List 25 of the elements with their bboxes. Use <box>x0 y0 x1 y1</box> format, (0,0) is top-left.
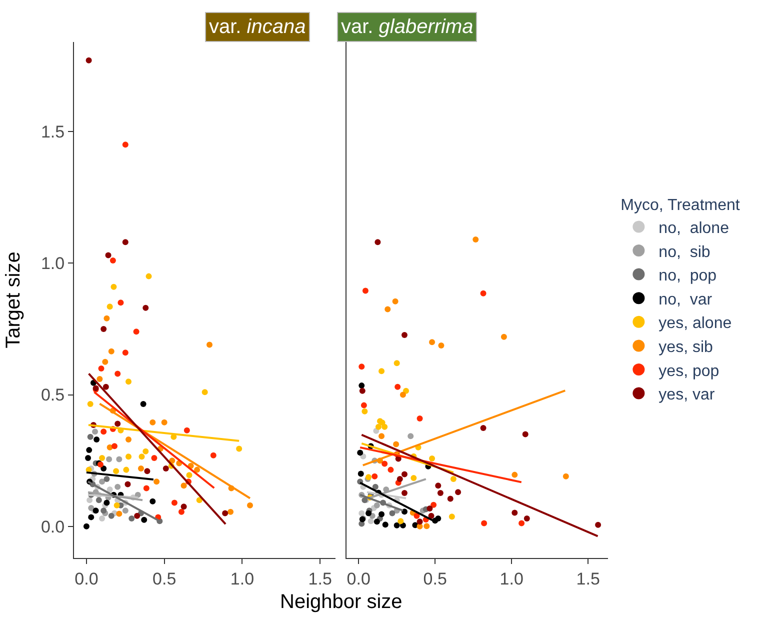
legend-label: yes, pop <box>658 362 720 380</box>
legend-label: no, sib <box>658 244 710 261</box>
x-axis-title: Neighbor size <box>280 591 402 613</box>
y-tick-label: 0.5 <box>40 386 65 405</box>
x-tick-label: 0.5 <box>152 569 176 588</box>
legend-label: yes, var <box>658 386 716 404</box>
x-tick-label: 0.0 <box>74 569 98 588</box>
legend-label: no, alone <box>658 220 730 237</box>
chart-title: var. glaberrima <box>341 16 474 38</box>
x-tick-label: 1.0 <box>230 569 254 588</box>
legend-label: yes, sib <box>658 338 714 356</box>
legend-label: yes, alone <box>658 315 732 332</box>
x-tick-label: 1.5 <box>308 569 332 588</box>
x-tick-label: 0.0 <box>346 569 370 588</box>
x-tick-label: 0.5 <box>423 569 447 588</box>
x-tick-label: 1.5 <box>576 569 600 588</box>
y-axis-title: Target size <box>2 252 24 348</box>
y-tick-label: 1.0 <box>40 254 65 274</box>
chart-title: var. incana <box>209 16 306 38</box>
legend-label: no, var <box>658 291 713 308</box>
legend-label: no, pop <box>658 268 717 285</box>
legend-title: Myco, Treatment <box>620 196 740 214</box>
x-tick-label: 1.0 <box>500 569 524 588</box>
y-tick-label: 0.0 <box>40 517 65 536</box>
y-tick-label: 1.5 <box>40 122 65 142</box>
